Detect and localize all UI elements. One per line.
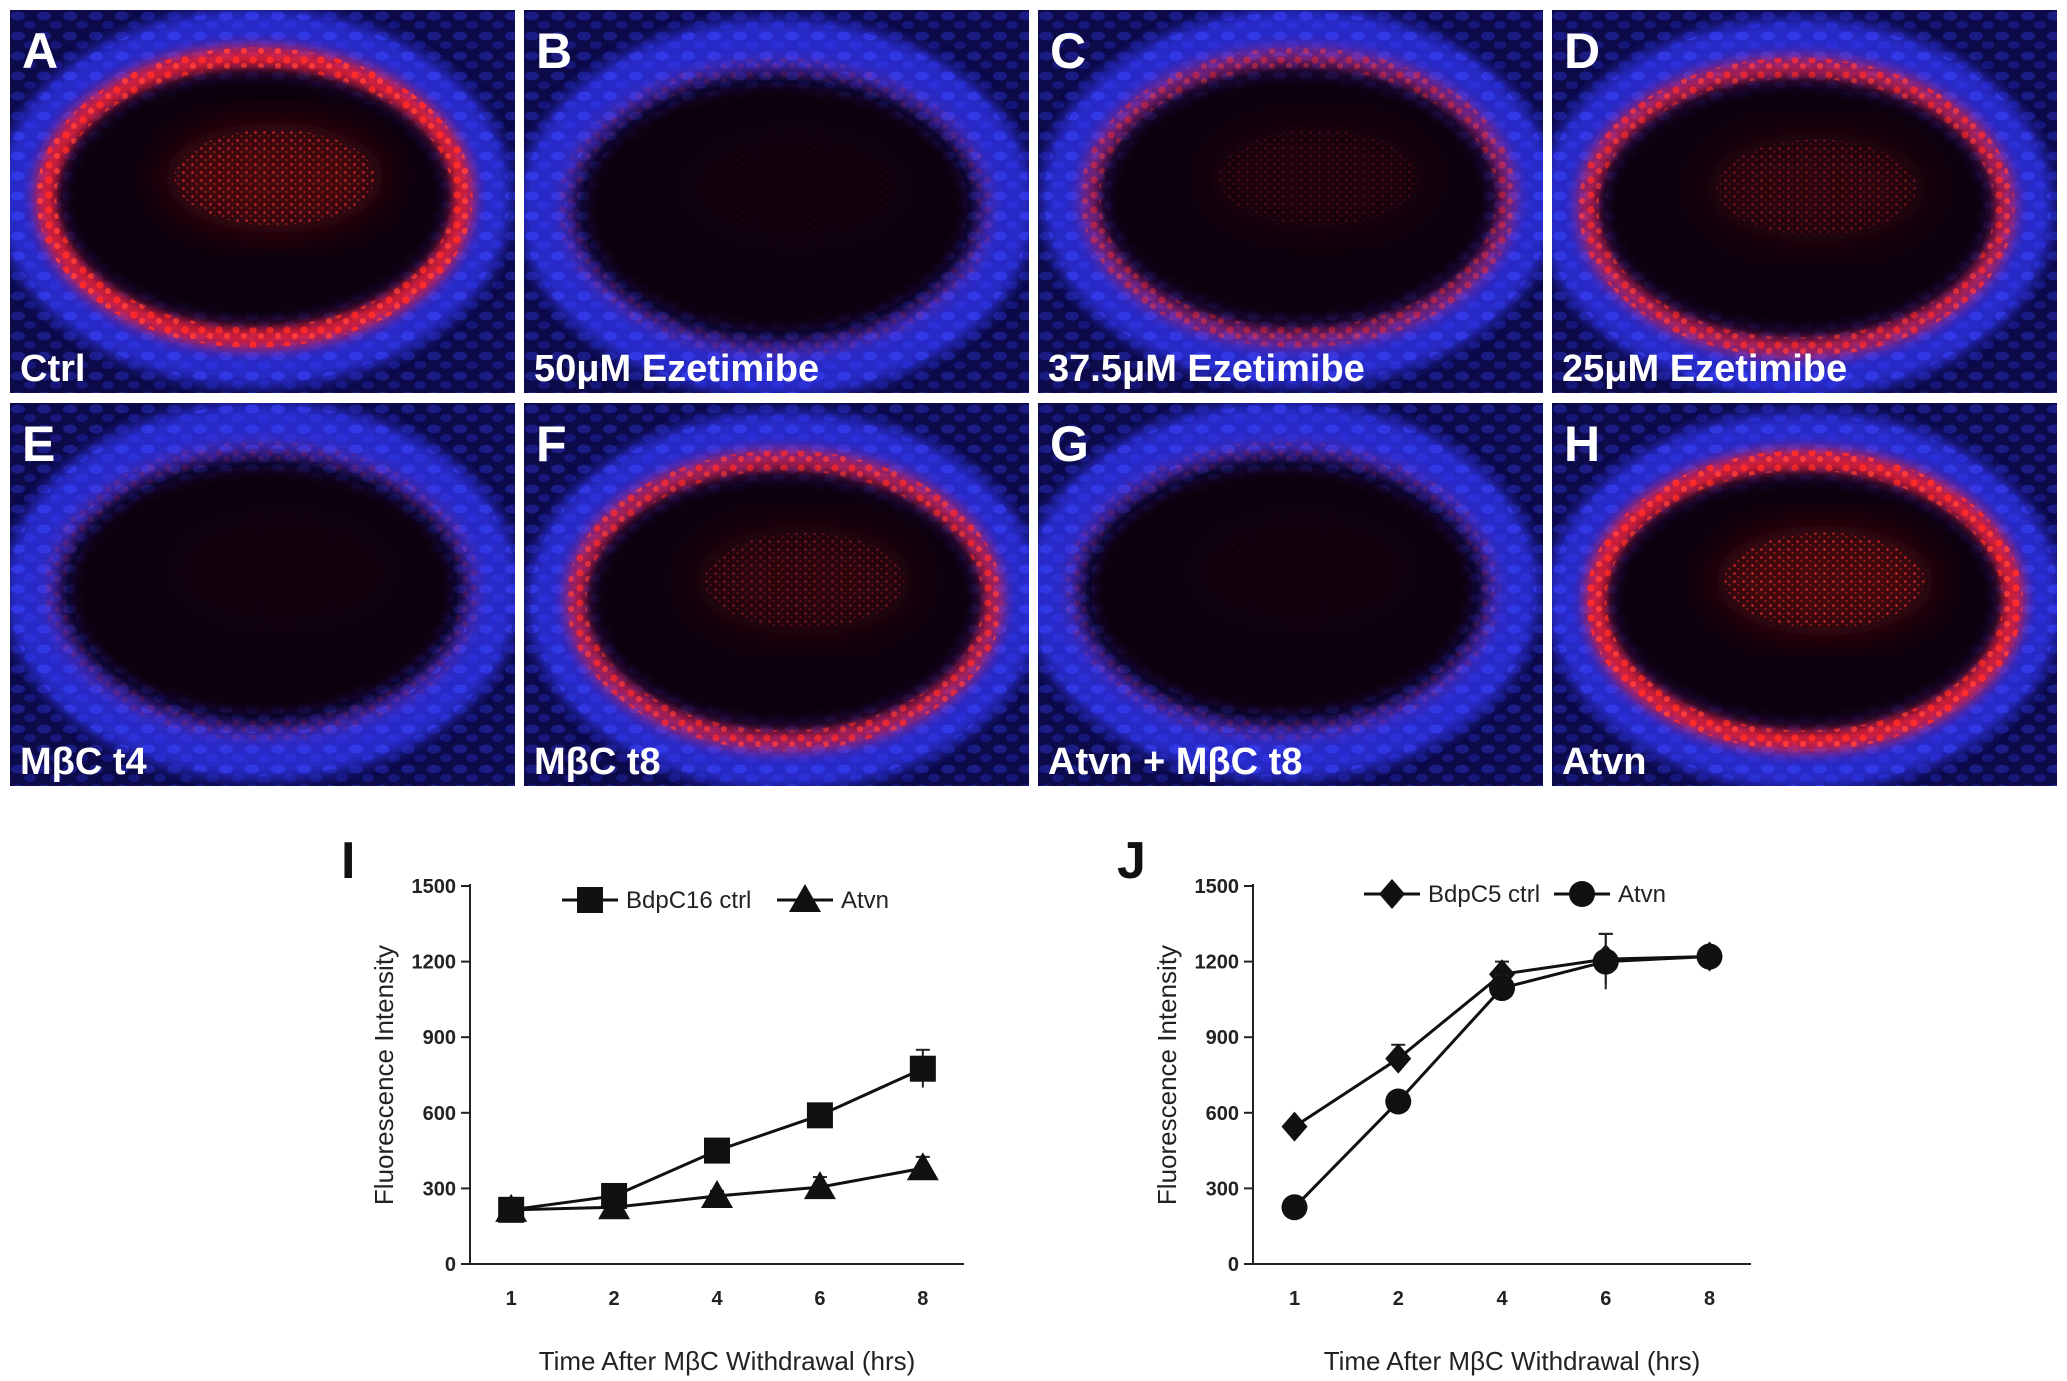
- data-point-marker: [495, 1193, 528, 1222]
- y-tick-label: 1500: [412, 876, 457, 898]
- legend-label: BdpC16 ctrl: [626, 887, 751, 914]
- data-point-marker: [906, 1152, 939, 1181]
- y-tick-label: 600: [1206, 1103, 1239, 1125]
- data-point-marker: [1385, 1043, 1412, 1074]
- y-tick-label: 0: [1228, 1254, 1239, 1276]
- panel-condition-label: 25μM Ezetimibe: [1562, 348, 1847, 390]
- y-axis-label: Fluorescence Intensity: [1152, 945, 1182, 1205]
- x-tick-label: 1: [1289, 1288, 1300, 1310]
- panel-letter: A: [22, 23, 58, 79]
- series-1: BdpC16 ctrl: [498, 887, 936, 1223]
- series-1: BdpC5 ctrl: [1281, 879, 1723, 1142]
- data-point-marker: [598, 1191, 631, 1220]
- y-tick-label: 1200: [1195, 952, 1240, 974]
- legend-label: BdpC5 ctrl: [1428, 881, 1540, 908]
- data-point-marker: [806, 1102, 833, 1129]
- series-2: Atvn: [1281, 881, 1723, 1221]
- legend-label: Atvn: [841, 887, 889, 914]
- panel-condition-label: 37.5μM Ezetimibe: [1048, 348, 1365, 390]
- legend-label: Atvn: [1618, 881, 1666, 908]
- x-axis-label: Time After MβC Withdrawal (hrs): [1324, 1346, 1701, 1376]
- y-tick-label: 300: [423, 1178, 456, 1200]
- panel-condition-label: Atvn: [1562, 741, 1646, 783]
- data-point-marker: [1569, 881, 1595, 907]
- x-tick-label: 4: [711, 1288, 723, 1310]
- data-point-marker: [909, 1055, 936, 1082]
- x-axis-label: Time After MβC Withdrawal (hrs): [539, 1346, 916, 1376]
- y-tick-label: 900: [1206, 1027, 1239, 1049]
- data-point-marker: [704, 1137, 730, 1164]
- panel-condition-label: MβC t4: [20, 741, 147, 783]
- chart-letter: I: [341, 832, 355, 890]
- charts: I 0 300 600 900 1200 1500 1 2 4 6 8 Fluorescence Int…: [341, 832, 1751, 1376]
- micrograph-panel-h: H Atvn: [1552, 403, 2057, 786]
- panel-condition-label: Atvn + MβC t8: [1048, 741, 1302, 783]
- x-tick-label: 4: [1496, 1288, 1508, 1310]
- data-point-marker: [1281, 1111, 1308, 1142]
- micrograph-panel-b: B 50μM Ezetimibe: [524, 10, 1029, 393]
- panel-letter: G: [1050, 416, 1089, 472]
- data-point-marker: [803, 1171, 836, 1200]
- y-tick-label: 600: [423, 1103, 456, 1125]
- y-tick-label: 1500: [1195, 876, 1240, 898]
- panel-condition-label: MβC t8: [534, 741, 661, 783]
- panel-letter: E: [22, 416, 55, 472]
- micrograph-panel-d: D 25μM Ezetimibe: [1552, 10, 2057, 393]
- micrograph-panel-g: G Atvn + MβC t8: [1038, 403, 1543, 786]
- chart-letter: J: [1117, 832, 1146, 890]
- y-tick-label: 900: [423, 1027, 456, 1049]
- panel-condition-label: Ctrl: [20, 348, 85, 390]
- y-tick-label: 0: [445, 1254, 456, 1276]
- data-point-marker: [1385, 1088, 1412, 1115]
- micrograph-panel-c: C 37.5μM Ezetimibe: [1038, 10, 1543, 393]
- panel-letter: F: [536, 416, 567, 472]
- data-point-marker: [789, 884, 821, 912]
- y-axis-label: Fluorescence Intensity: [369, 945, 399, 1205]
- x-tick-label: 2: [609, 1288, 620, 1310]
- x-tick-label: 2: [1393, 1288, 1404, 1310]
- panel-letter: C: [1050, 23, 1086, 79]
- micrograph-panel-e: E MβC t4: [10, 403, 515, 786]
- data-point-marker: [1489, 975, 1515, 1002]
- data-point-marker: [577, 887, 603, 913]
- series-2: Atvn: [495, 884, 939, 1222]
- data-point-marker: [1281, 1194, 1308, 1221]
- x-tick-label: 1: [506, 1288, 517, 1310]
- chart-j: J 0 300 600 900 1200 1500 1 2 4 6 8 Fluorescence Int…: [1117, 832, 1751, 1376]
- panel-condition-label: 50μM Ezetimibe: [534, 348, 819, 390]
- panel-letter: D: [1564, 23, 1600, 79]
- micrograph-panel-a: A Ctrl: [10, 10, 515, 393]
- x-tick-label: 6: [1600, 1288, 1611, 1310]
- panel-letter: B: [536, 23, 572, 79]
- micrograph-panel-f: F MβC t8: [524, 403, 1029, 786]
- data-point-marker: [701, 1179, 733, 1208]
- data-point-marker: [1592, 948, 1619, 975]
- y-tick-label: 300: [1206, 1178, 1239, 1200]
- panel-letter: H: [1564, 416, 1600, 472]
- x-tick-label: 8: [917, 1288, 928, 1310]
- x-tick-label: 6: [814, 1288, 825, 1310]
- data-point-marker: [1696, 943, 1723, 970]
- x-tick-label: 8: [1704, 1288, 1715, 1310]
- chart-i: I 0 300 600 900 1200 1500 1 2 4 6 8 Fluorescence Int…: [341, 832, 964, 1376]
- data-point-marker: [1379, 879, 1405, 909]
- micrograph-grid: A Ctrl B 50μM Ezetimibe C 37.5μM Ezetimibe D 25…: [10, 10, 2057, 786]
- y-tick-label: 1200: [412, 952, 457, 974]
